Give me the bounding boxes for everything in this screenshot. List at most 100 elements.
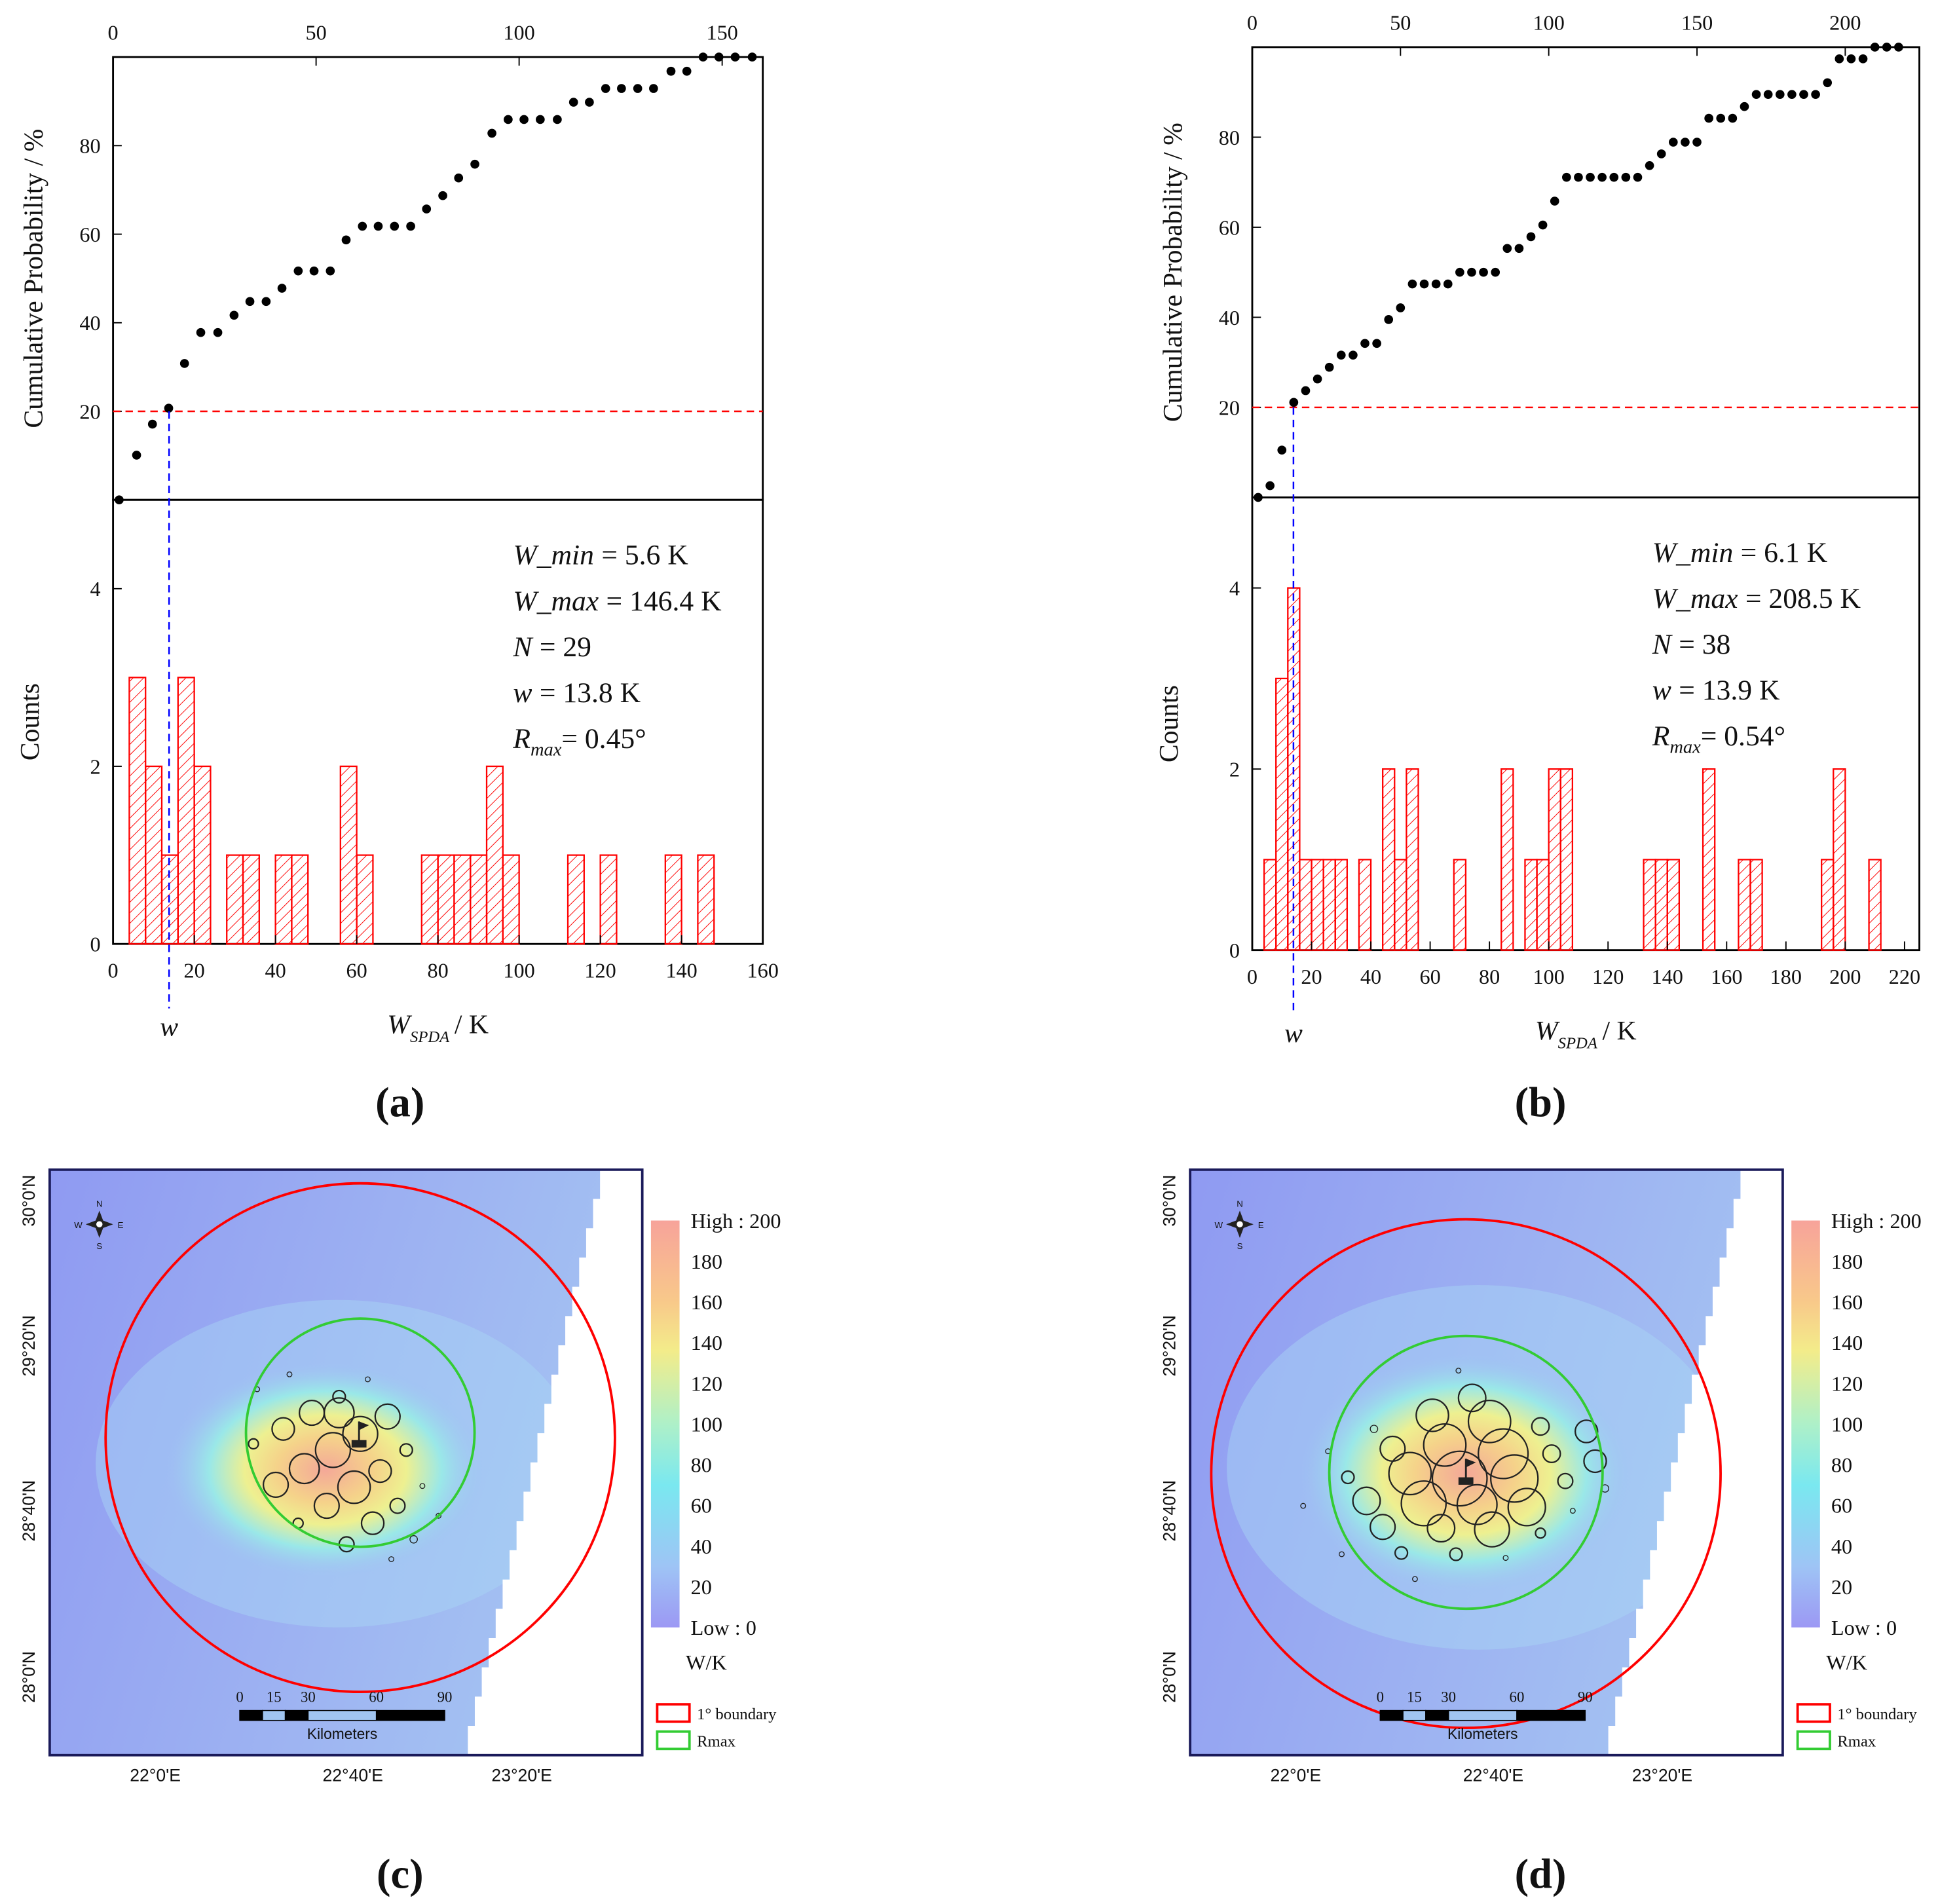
bar bbox=[193, 765, 212, 945]
station-circle bbox=[1557, 1472, 1574, 1489]
bar bbox=[453, 854, 472, 945]
annotation-value: = 146.4 K bbox=[606, 586, 722, 617]
annotation-value: = 13.9 K bbox=[1679, 675, 1780, 706]
map-area bbox=[49, 1169, 643, 1755]
bar bbox=[697, 854, 715, 945]
station-circle bbox=[1474, 1511, 1510, 1548]
point bbox=[1586, 172, 1595, 182]
colorbar-tick: 80 bbox=[691, 1453, 712, 1477]
bar bbox=[145, 765, 163, 945]
station-circle bbox=[1569, 1508, 1576, 1514]
point bbox=[309, 266, 319, 276]
bar bbox=[339, 765, 358, 945]
longitude-label: 23°20'E bbox=[1632, 1766, 1692, 1785]
longitude-label: 22°0'E bbox=[130, 1766, 181, 1785]
bar bbox=[420, 854, 439, 945]
longitude-label: 22°0'E bbox=[1271, 1766, 1322, 1785]
station-circle bbox=[1370, 1425, 1379, 1434]
scale-label: 90 bbox=[1578, 1689, 1593, 1705]
point bbox=[747, 52, 757, 62]
station-circle bbox=[409, 1535, 418, 1544]
bar bbox=[291, 854, 309, 945]
point bbox=[1491, 267, 1500, 277]
station-circle bbox=[374, 1403, 401, 1430]
compass-n: N bbox=[1237, 1199, 1243, 1209]
point bbox=[617, 84, 626, 93]
point bbox=[1562, 172, 1571, 182]
bar bbox=[160, 854, 179, 945]
point bbox=[229, 310, 239, 320]
point bbox=[1716, 113, 1726, 123]
caption: (d) bbox=[1515, 1850, 1567, 1897]
site-base bbox=[351, 1440, 367, 1448]
bar bbox=[485, 765, 504, 945]
bar bbox=[567, 854, 585, 945]
station-circle bbox=[342, 1415, 379, 1452]
x-tick-label: 120 bbox=[584, 958, 616, 982]
bar bbox=[274, 854, 293, 945]
annotation: W_max = 146.4 K bbox=[513, 586, 722, 617]
x-label-main: W bbox=[387, 1010, 412, 1040]
point bbox=[1823, 78, 1833, 88]
x-tick-label: 160 bbox=[1711, 965, 1742, 988]
point bbox=[1870, 43, 1880, 52]
point bbox=[1799, 90, 1808, 99]
point bbox=[390, 221, 400, 231]
scale-segment bbox=[1516, 1709, 1586, 1721]
colorbar-tick: 60 bbox=[1831, 1494, 1852, 1518]
y-tick-label: 80 bbox=[79, 134, 100, 158]
point bbox=[1502, 244, 1512, 253]
colorbar-tick: 100 bbox=[1831, 1412, 1863, 1436]
annotation-symbol: W_max bbox=[513, 586, 599, 617]
land-mask bbox=[1602, 1169, 1783, 1755]
point bbox=[132, 451, 141, 460]
y-tick-label: 20 bbox=[79, 400, 100, 423]
legend-swatch bbox=[656, 1703, 691, 1723]
rmax-sub: max bbox=[1669, 737, 1701, 758]
point bbox=[261, 297, 271, 307]
x-label-sub: SPDA bbox=[410, 1028, 450, 1046]
x-tick-label: 150 bbox=[706, 21, 737, 45]
compass-s: S bbox=[96, 1241, 102, 1251]
x-tick-label: 0 bbox=[1247, 965, 1258, 988]
point bbox=[1349, 350, 1358, 360]
point bbox=[1407, 279, 1417, 289]
scale-segment bbox=[375, 1709, 445, 1721]
point bbox=[682, 66, 692, 76]
bar bbox=[1322, 859, 1336, 951]
point bbox=[373, 221, 383, 231]
point bbox=[568, 98, 578, 107]
point bbox=[1360, 339, 1370, 348]
scale-label: 30 bbox=[301, 1689, 316, 1705]
scale-segment bbox=[1425, 1709, 1449, 1721]
point bbox=[1597, 172, 1607, 182]
point bbox=[1811, 90, 1820, 99]
station-circle bbox=[1423, 1423, 1467, 1467]
annotation-value: = 13.8 K bbox=[540, 677, 641, 709]
colorbar-high: High : 200 bbox=[1831, 1209, 1922, 1233]
point bbox=[1704, 113, 1713, 123]
compass-e: E bbox=[1258, 1220, 1264, 1230]
compass-e: E bbox=[118, 1220, 124, 1230]
bar bbox=[1559, 768, 1574, 951]
point bbox=[1775, 90, 1785, 99]
annotation: W_max = 208.5 K bbox=[1652, 583, 1861, 614]
station-circle bbox=[1400, 1480, 1447, 1527]
longitude-label: 23°20'E bbox=[491, 1766, 551, 1785]
point bbox=[1763, 90, 1773, 99]
scale-label: 0 bbox=[1377, 1689, 1384, 1705]
colorbar-tick: 140 bbox=[691, 1331, 722, 1354]
point bbox=[1787, 90, 1797, 99]
land-mask bbox=[462, 1169, 643, 1755]
station-circle bbox=[1370, 1514, 1396, 1540]
y-tick-label: 4 bbox=[1229, 576, 1240, 600]
point bbox=[1858, 54, 1868, 64]
point bbox=[1751, 90, 1761, 99]
station-circle bbox=[364, 1376, 371, 1383]
annotation: W_min = 6.1 K bbox=[1652, 537, 1828, 569]
point bbox=[553, 115, 562, 124]
compass-center bbox=[1235, 1220, 1244, 1229]
x-tick-label: 200 bbox=[1829, 965, 1861, 988]
station-circle bbox=[313, 1493, 340, 1520]
